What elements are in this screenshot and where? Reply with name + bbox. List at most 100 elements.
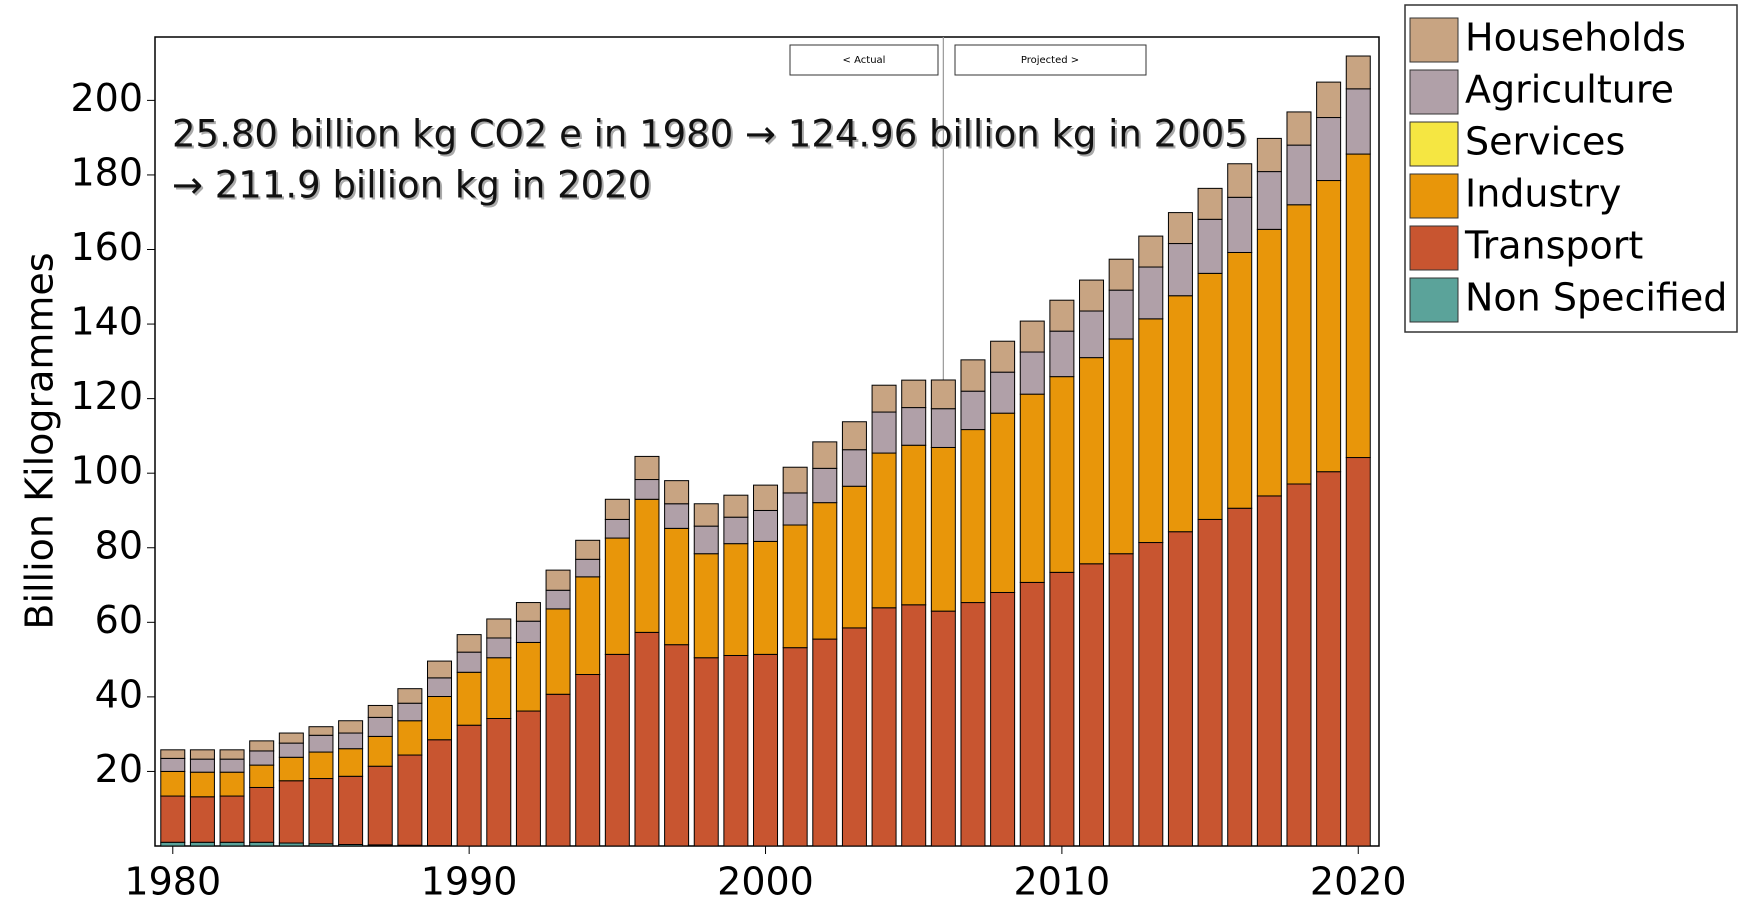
bar-segment [575,558,601,578]
bar-segment [1167,243,1193,297]
bar-segment [1138,318,1164,544]
bar-segment [1138,235,1164,268]
annotation-shadow: 25.80 billion kg CO2 e in 1980 → 124.96 … [174,115,1250,158]
bar-segment [189,796,215,843]
bar-segment [308,751,334,780]
bar-segment [1227,196,1253,253]
bar-segment [723,516,749,545]
bar-segment [308,734,334,753]
bar-segment [1345,88,1371,155]
bar-segment [960,390,986,431]
bar-segment [1167,212,1193,245]
bar-segment [634,455,660,481]
projected-button-label[interactable]: Projected > [1021,55,1079,66]
x-tick-label: 2020 [1310,860,1407,904]
legend-label: Agriculture [1465,68,1674,112]
bar-segment [1019,320,1045,353]
bar-segment [960,359,986,392]
bar-segment [249,740,275,752]
actual-button-label[interactable]: < Actual [843,55,886,66]
bar-segment [515,602,541,622]
bar-segment [160,757,186,772]
bar-segment [930,610,956,847]
bar-segment [1197,518,1223,847]
bar-segment [1316,117,1342,182]
bar-segment [664,527,690,646]
bar-segment [367,704,393,718]
bar-segment [693,525,719,555]
bar-segment [1079,310,1105,359]
annotation-shadow: → 211.9 billion kg in 2020 [174,166,653,209]
bar-segment [634,631,660,847]
bar-segment [782,647,808,847]
y-tick-label: 60 [95,598,143,642]
bar-segment [1049,299,1075,332]
bar-segment [338,720,364,734]
legend-swatch [1409,121,1459,167]
bar-segment [456,671,482,726]
bar-segment [160,795,186,843]
y-tick-label: 160 [70,225,143,269]
bar-segment [723,494,749,518]
bar-segment [1049,376,1075,573]
bar-segment [1079,357,1105,565]
legend-label: Industry [1465,172,1621,216]
bar-segment [604,518,630,539]
bar-segment [782,524,808,649]
bar-segment [930,379,956,410]
bar-segment [634,479,660,500]
bar-segment [397,754,423,846]
bar-segment [901,604,927,847]
bar-segment [782,466,808,494]
bar-segment [338,732,364,750]
bar-segment [545,693,571,847]
y-axis-title: Billion Kilogrammes [18,252,62,629]
bar-segment [575,674,601,847]
bar-segment [1167,531,1193,847]
actual-button[interactable] [789,44,939,76]
bar-segment [219,758,245,773]
bar-segment [189,749,215,760]
bar-segment [723,543,749,656]
bar-segment [278,756,304,782]
bar-segment [1345,457,1371,847]
bar-segment [812,441,838,469]
bar-segment [664,480,690,505]
bar-segment [397,720,423,756]
bar-segment [515,620,541,643]
projected-button[interactable] [954,44,1147,76]
bar-segment [812,502,838,640]
legend-swatch [1409,173,1459,219]
bar-segment [308,778,334,845]
bar-segment [575,576,601,676]
bar-segment [634,498,660,633]
bar-segment [1049,330,1075,378]
bar-segment [990,371,1016,414]
legend-label: Non Specified [1465,276,1727,320]
bar-segment [1108,289,1134,340]
bar-segment [278,732,304,744]
bar-segment [841,627,867,847]
bar-segment [515,641,541,712]
bar-segment [841,485,867,629]
bar-segment [1049,571,1075,847]
bar-segment [1316,471,1342,847]
bar-segment [871,384,897,413]
bar-segment [1286,204,1312,485]
bar-segment [397,688,423,704]
x-tick-label: 2000 [717,860,814,904]
bar-segment [930,446,956,612]
legend-swatch [1409,225,1459,271]
legend-label: Services [1465,120,1625,164]
bar-segment [1286,483,1312,847]
x-tick-label: 1990 [421,860,518,904]
bar-segment [782,492,808,526]
bar-segment [1197,218,1223,274]
bar-segment [1138,266,1164,320]
bar-segment [515,710,541,847]
bar-segment [1138,542,1164,847]
bar-segment [693,503,719,527]
legend-label: Transport [1464,224,1643,268]
bar-segment [575,539,601,560]
